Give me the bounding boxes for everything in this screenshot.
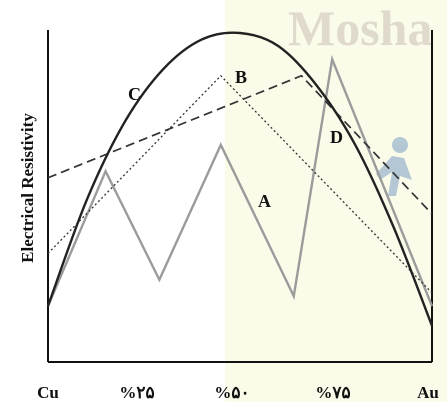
series-line-a xyxy=(46,54,434,307)
watermark-runner-icon xyxy=(376,137,412,196)
x-tick-label-25: %۲۵ xyxy=(119,383,154,402)
series-label-a: A xyxy=(258,191,271,211)
series-line-d xyxy=(47,74,433,215)
x-tick-label-50: %۵۰ xyxy=(214,383,249,402)
series-label-b: B xyxy=(235,67,247,87)
x-tick-label-cu: Cu xyxy=(37,383,59,402)
x-tick-label-75: %۷۵ xyxy=(315,383,350,402)
series-label-c: C xyxy=(128,84,141,104)
series-label-d: D xyxy=(330,127,343,147)
x-tick-label-au: Au xyxy=(417,383,439,402)
series-line-c xyxy=(46,31,434,327)
series-line-b xyxy=(47,74,433,294)
y-axis-label: Electrical Resistivity xyxy=(18,113,37,263)
watermark-text: Mosha xyxy=(288,0,432,56)
